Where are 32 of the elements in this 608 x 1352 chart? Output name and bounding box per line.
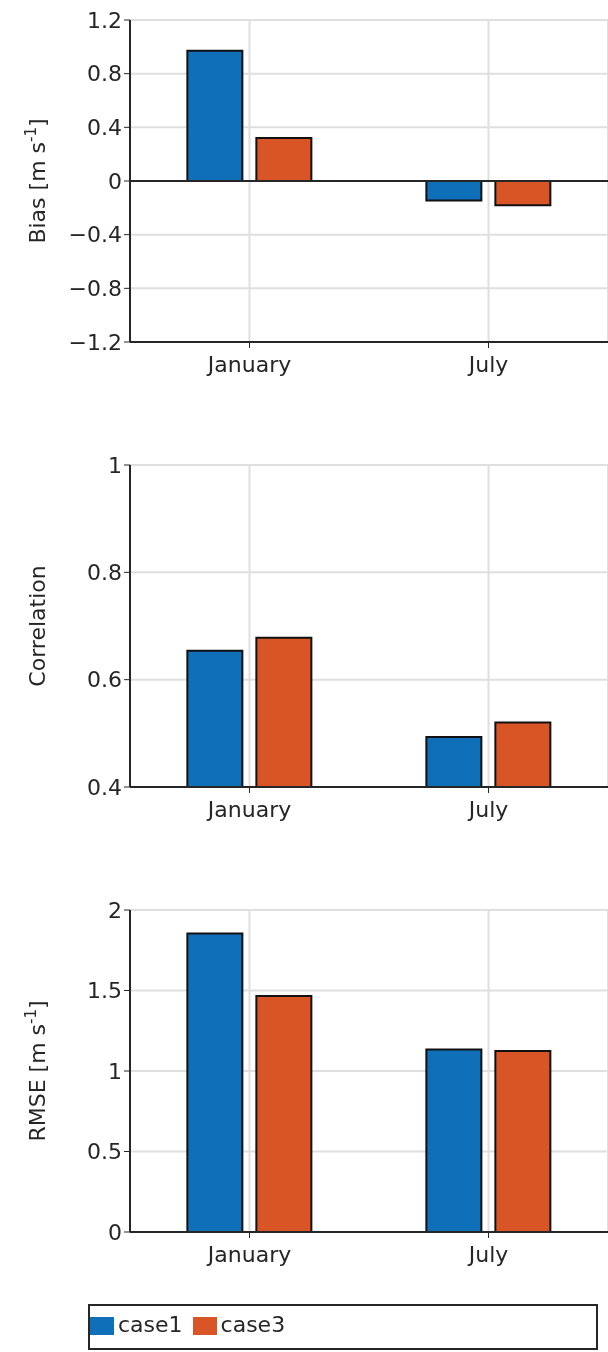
y-tick-label: 0 <box>108 1219 122 1245</box>
y-tick-label: 0.8 <box>87 560 122 586</box>
x-tick-label: July <box>466 796 509 822</box>
x-tick-label: January <box>205 796 292 822</box>
bar <box>425 1048 483 1232</box>
y-tick-label: 1 <box>108 452 122 478</box>
y-tick-label: 1.2 <box>87 7 122 33</box>
y-tick-label: 0 <box>108 168 122 194</box>
y-tick-label: 0.4 <box>87 774 122 800</box>
y-tick-label: 0.4 <box>87 115 122 141</box>
y-axis-title: Correlation <box>25 565 50 687</box>
x-tick-label: January <box>205 351 292 377</box>
y-tick-label: 0.5 <box>87 1139 122 1165</box>
x-tick-label: January <box>205 1241 292 1267</box>
y-tick-label: 1.5 <box>87 978 122 1004</box>
bar <box>255 137 313 182</box>
y-tick-label: 1 <box>108 1058 122 1084</box>
bar <box>186 932 244 1232</box>
y-tick-label: −0.4 <box>68 222 122 248</box>
y-tick-label: 0.8 <box>87 61 122 87</box>
x-tick-label: July <box>466 1241 509 1267</box>
bar <box>494 180 552 207</box>
y-tick-label: −1.2 <box>68 329 122 355</box>
y-tick-label: −0.8 <box>68 276 122 302</box>
bar <box>494 1050 552 1232</box>
x-tick-label: July <box>466 351 509 377</box>
y-tick-label: 0.6 <box>87 667 122 693</box>
bar <box>186 49 244 182</box>
y-tick-label: 2 <box>108 897 122 923</box>
legend-label: case1 <box>118 1312 183 1337</box>
legend-label: case3 <box>220 1312 286 1337</box>
bar <box>255 994 313 1232</box>
